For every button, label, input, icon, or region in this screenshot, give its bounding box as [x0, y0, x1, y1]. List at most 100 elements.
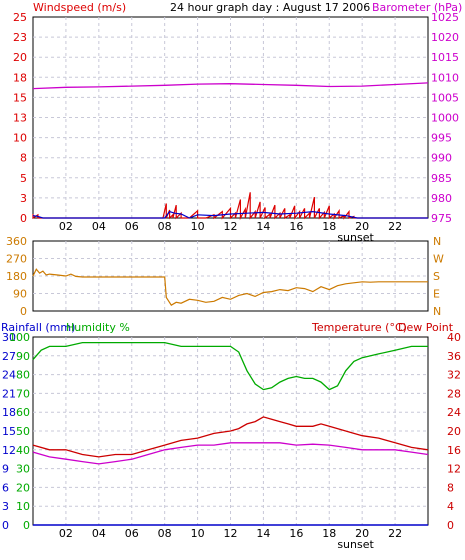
barometer-y-tick-label: 995 [431, 132, 452, 145]
rainfall-y-tick-label: 6 [2, 481, 9, 494]
temperature-y-tick-label: 20 [447, 425, 461, 438]
windspeed-y-tick-label: 20 [13, 51, 27, 64]
temperature-panel-sunset-label: sunset [337, 538, 374, 551]
barometer-y-tick-label: 975 [431, 212, 452, 225]
compass-tick-label: N [433, 235, 441, 248]
barometer-y-tick-label: 980 [431, 192, 452, 205]
humidity-y-tick-label: 50 [16, 425, 30, 438]
temperature-panel-x-tick-label: 10 [191, 527, 205, 540]
direction-y-tick-label: 0 [20, 305, 27, 318]
wind-panel-sunset-label: sunset [337, 231, 374, 244]
temperature-y-tick-label: 28 [447, 387, 461, 400]
temperature-panel-x-tick-label: 18 [322, 527, 336, 540]
humidity-y-tick-label: 80 [16, 369, 30, 382]
direction-panel-frame [32, 240, 429, 312]
humidity-y-tick-label: 70 [16, 387, 30, 400]
wind-panel-x-tick-label: 12 [224, 220, 238, 233]
temperature-y-tick-label: 8 [447, 481, 454, 494]
dewpoint-axis-title: Dew Point [398, 321, 454, 334]
temperature-y-tick-label: 0 [447, 519, 454, 532]
windspeed-y-tick-label: 8 [20, 152, 27, 165]
temperature-y-tick-label: 32 [447, 369, 461, 382]
windspeed-y-tick-label: 13 [13, 112, 27, 125]
direction-y-tick-label: 180 [6, 270, 27, 283]
temperature-panel-x-tick-label: 04 [92, 527, 106, 540]
temperature-line [32, 416, 429, 458]
barometer-y-tick-label: 1005 [431, 91, 459, 104]
wind-panel-x-tick-label: 06 [125, 220, 139, 233]
wind-gust-line [32, 210, 428, 219]
direction-y-tick-label: 90 [13, 288, 27, 301]
temperature-panel-x-tick-label: 08 [158, 527, 172, 540]
humidity-y-tick-label: 30 [16, 463, 30, 476]
humidity-y-tick-label: 100 [9, 331, 30, 344]
windspeed-y-tick-label: 23 [13, 31, 27, 44]
humidity-y-tick-label: 10 [16, 500, 30, 513]
barometer-y-tick-label: 990 [431, 152, 452, 165]
barometer-y-tick-label: 1025 [431, 11, 459, 24]
compass-tick-label: E [433, 288, 440, 301]
temperature-panel-x-tick-label: 16 [289, 527, 303, 540]
humidity-y-tick-label: 60 [16, 406, 30, 419]
dewpoint-line [32, 442, 429, 465]
windspeed-axis-title: Windspeed (m/s) [33, 1, 126, 14]
wind-panel-x-tick-label: 22 [388, 220, 402, 233]
wind-direction-line [32, 268, 428, 307]
windspeed-line [32, 192, 428, 221]
temperature-panel-x-tick-label: 22 [388, 527, 402, 540]
windspeed-y-tick-label: 15 [13, 91, 27, 104]
humidity-y-tick-label: 0 [23, 519, 30, 532]
humidity-y-tick-label: 90 [16, 350, 30, 363]
direction-y-tick-label: 270 [6, 253, 27, 266]
direction-y-tick-label: 360 [6, 235, 27, 248]
temperature-y-tick-label: 36 [447, 350, 461, 363]
rainfall-y-tick-label: 12 [2, 444, 16, 457]
barometer-y-tick-label: 985 [431, 172, 452, 185]
wind-panel-x-tick-label: 04 [92, 220, 106, 233]
barometer-axis-title: Barometer (hPa) [372, 1, 462, 14]
temperature-panel-x-tick-label: 14 [256, 527, 270, 540]
rainfall-y-tick-label: 30 [2, 331, 16, 344]
temperature-y-tick-label: 16 [447, 444, 461, 457]
rainfall-y-tick-label: 0 [2, 519, 9, 532]
rainfall-y-tick-label: 3 [2, 500, 9, 513]
windspeed-y-tick-label: 25 [13, 11, 27, 24]
compass-tick-label: S [433, 270, 440, 283]
temperature-panel-x-tick-label: 02 [59, 527, 73, 540]
wind-panel-x-tick-label: 08 [158, 220, 172, 233]
rainfall-y-tick-label: 24 [2, 369, 16, 382]
barometer-y-tick-label: 1000 [431, 112, 459, 125]
temperature-y-tick-label: 4 [447, 500, 454, 513]
rainfall-y-tick-label: 27 [2, 350, 16, 363]
humidity-axis-title: Humidity % [66, 321, 130, 334]
humidity-line [32, 341, 428, 391]
rainfall-y-tick-label: 18 [2, 406, 16, 419]
rainfall-axis-title: Rainfall (mm) [1, 321, 75, 334]
barometer-line [32, 82, 429, 90]
temperature-y-tick-label: 24 [447, 406, 461, 419]
barometer-y-tick-label: 1020 [431, 31, 459, 44]
temperature-panel-x-tick-label: 12 [224, 527, 238, 540]
temperature-panel-x-tick-label: 06 [125, 527, 139, 540]
rainfall-y-tick-label: 9 [2, 463, 9, 476]
wind-panel-x-tick-label: 18 [322, 220, 336, 233]
wind-panel-x-tick-label: 10 [191, 220, 205, 233]
humidity-y-tick-label: 20 [16, 481, 30, 494]
temperature-panel-x-tick-label: 20 [355, 527, 369, 540]
wind-panel-x-tick-label: 14 [256, 220, 270, 233]
wind-panel-x-tick-label: 20 [355, 220, 369, 233]
barometer-y-tick-label: 1010 [431, 71, 459, 84]
windspeed-y-tick-label: 5 [20, 172, 27, 185]
temperature-axis-title: Temperature (°C) [311, 321, 407, 334]
barometer-y-tick-label: 1015 [431, 51, 459, 64]
compass-tick-label: N [433, 305, 441, 318]
humidity-y-tick-label: 40 [16, 444, 30, 457]
rainfall-y-tick-label: 15 [2, 425, 16, 438]
temperature-y-tick-label: 40 [447, 331, 461, 344]
windspeed-y-tick-label: 10 [13, 132, 27, 145]
windspeed-y-tick-label: 18 [13, 71, 27, 84]
wind-panel-x-tick-label: 02 [59, 220, 73, 233]
windspeed-y-tick-label: 3 [20, 192, 27, 205]
rainfall-y-tick-label: 21 [2, 387, 16, 400]
